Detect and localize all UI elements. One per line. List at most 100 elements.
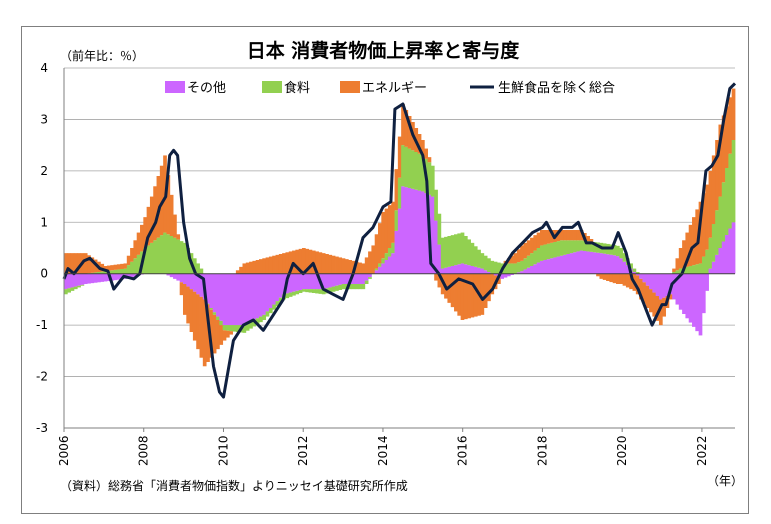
bar-segment [103, 271, 108, 274]
bar-segment [80, 284, 85, 286]
bar-segment [553, 242, 557, 258]
stacked-bars [64, 88, 736, 367]
bar-segment [146, 206, 151, 246]
bar-segment [219, 325, 224, 345]
bar-segment [480, 273, 485, 315]
bar-segment [553, 257, 557, 274]
bar-segment [417, 153, 422, 191]
bar-segment [589, 241, 594, 252]
bar-segment [70, 287, 75, 291]
legend-label: その他 [187, 81, 226, 96]
bar-segment [427, 162, 432, 195]
bar-segment [229, 273, 233, 326]
bar-segment [394, 210, 399, 231]
bar-segment [93, 273, 98, 283]
bar-segment [278, 254, 283, 274]
bar-segment [225, 325, 230, 331]
bar-segment [140, 224, 144, 252]
bar-segment [206, 273, 210, 304]
bar-segment [543, 230, 547, 245]
bar-segment [450, 266, 455, 274]
bar-segment [77, 285, 81, 288]
bar-segment [401, 186, 405, 274]
bar-segment [635, 275, 640, 295]
bar-segment [351, 273, 356, 284]
bar-segment [235, 325, 240, 332]
bar-segment [685, 273, 690, 319]
bar-segment [546, 243, 551, 260]
bar-segment [149, 242, 154, 274]
bar-segment [579, 240, 584, 251]
bar-segment [166, 273, 171, 276]
bar-segment [298, 290, 303, 293]
bar-segment [179, 282, 184, 296]
bar-segment [606, 254, 610, 274]
bar-segment [619, 258, 624, 274]
bar-segment [189, 289, 194, 332]
y-tick-label: 2 [40, 164, 48, 178]
bar-segment [639, 278, 643, 300]
bar-segment [305, 289, 310, 293]
bar-segment [688, 224, 693, 266]
bar-segment [629, 273, 633, 290]
bar-segment [136, 232, 141, 255]
y-tick-label: -3 [36, 421, 48, 435]
bar-segment [364, 280, 369, 284]
bar-segment [497, 277, 501, 284]
bar-segment [278, 297, 283, 303]
bar-segment [463, 264, 468, 274]
bar-segment [589, 239, 594, 242]
bar-segment [100, 273, 105, 282]
bar-segment [454, 234, 458, 266]
bar-segment [225, 273, 230, 326]
bar-segment [255, 318, 260, 325]
bar-segment [387, 205, 392, 248]
bar-segment [173, 237, 177, 274]
bar-segment [268, 273, 273, 308]
bar-segment [159, 165, 164, 236]
bar-segment [222, 325, 227, 331]
bar-segment [417, 134, 422, 154]
bar-segment [354, 273, 359, 284]
bar-segment [533, 250, 538, 265]
bar-segment [652, 292, 657, 317]
bar-segment [483, 273, 488, 308]
bar-segment [149, 196, 154, 243]
bar-segment [120, 263, 124, 269]
bar-segment [126, 273, 131, 278]
bar-segment [295, 273, 300, 291]
bar-segment [685, 266, 690, 274]
legend: その他 食料 エネルギー 生鮮食品を除く総合 [165, 80, 615, 96]
bar-segment [510, 263, 514, 274]
x-unit-label: （年） [707, 474, 743, 488]
bar-segment [460, 232, 465, 264]
bar-segment [725, 106, 729, 168]
bar-segment [622, 253, 627, 262]
bar-segment [77, 253, 81, 274]
bar-segment [110, 273, 114, 281]
bar-segment [192, 291, 197, 341]
bar-segment [159, 235, 164, 274]
bar-segment [394, 230, 399, 274]
bar-segment [549, 242, 554, 259]
bar-segment [242, 325, 247, 333]
bar-segment [364, 257, 369, 274]
bar-segment [622, 273, 627, 286]
bar-segment [728, 97, 733, 154]
bar-segment [87, 273, 91, 284]
bar-segment [457, 264, 462, 274]
bar-segment [556, 256, 561, 274]
bar-segment [338, 284, 343, 290]
bar-segment [245, 323, 250, 331]
bar-segment [407, 148, 412, 188]
bar-segment [678, 268, 683, 274]
x-tick-label: 2018 [535, 435, 549, 466]
bar-segment [384, 253, 389, 260]
y-tick-label: -1 [36, 318, 48, 332]
bar-segment [549, 230, 554, 243]
bar-segment [285, 252, 290, 274]
bar-segment [725, 235, 729, 274]
bar-segment [153, 240, 157, 274]
bar-segment [341, 273, 346, 284]
legend-label: 食料 [284, 80, 310, 96]
